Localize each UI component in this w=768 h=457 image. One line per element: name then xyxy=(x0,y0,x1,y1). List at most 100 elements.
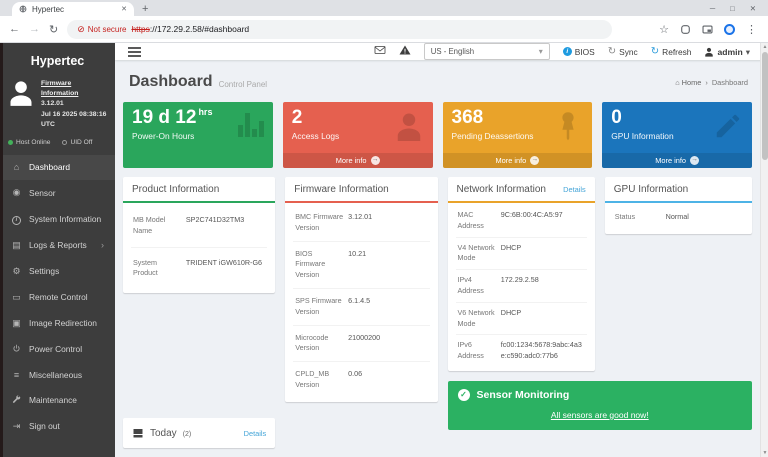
alerts-warning-icon[interactable] xyxy=(399,44,411,59)
card-pending-deassertions: 368 Pending Deassertions More info → xyxy=(443,102,593,168)
hamburger-menu-icon[interactable] xyxy=(128,47,141,57)
sidebar-item-maintenance[interactable]: Maintenance xyxy=(0,387,115,413)
back-icon[interactable]: ← xyxy=(9,23,20,35)
brand-logo: Hypertec xyxy=(0,47,115,77)
bar-chart-icon xyxy=(238,111,264,137)
scroll-up-icon[interactable]: ▲ xyxy=(761,44,768,50)
gpu-information-title: GPU Information xyxy=(614,184,688,195)
table-row: SPS Firmware Version6.1.4.5 xyxy=(293,289,429,326)
refresh-button[interactable]: ↻ Refresh xyxy=(651,46,692,57)
sensor-monitoring-title: Sensor Monitoring xyxy=(477,389,570,401)
arrow-circle-icon: → xyxy=(530,156,539,165)
sidebar-menu: ⌂ Dashboard ◉ Sensor i System Informatio… xyxy=(0,155,115,440)
drive-icon xyxy=(132,427,144,439)
table-row: IPv6 Addressfc00:1234:5678:9abc:4a3e:c59… xyxy=(456,335,587,367)
not-secure-label: Not secure xyxy=(88,25,127,34)
gauge-icon: ◉ xyxy=(11,187,22,198)
image-icon: ▣ xyxy=(11,318,22,329)
browser-menu-icon[interactable]: ⋮ xyxy=(746,23,757,36)
host-online-icon xyxy=(8,140,13,145)
scrollbar-thumb[interactable] xyxy=(762,52,768,160)
refresh-icon: ↻ xyxy=(651,46,659,57)
table-row: CPLD_MB Version0.06 xyxy=(293,362,429,398)
tab-title: Hypertec xyxy=(32,5,116,14)
sidebar-item-sensor[interactable]: ◉ Sensor xyxy=(0,180,115,206)
not-secure-badge[interactable]: ⊘ Not secure xyxy=(77,24,126,35)
table-row: BIOS Firmware Version10.21 xyxy=(293,242,429,289)
window-edge xyxy=(0,43,3,457)
user-caret-icon: ▾ xyxy=(746,47,750,57)
person-icon xyxy=(394,111,424,141)
firmware-version: 3.12.01 xyxy=(41,100,64,107)
today-events-panel: Today (2) Details xyxy=(123,418,275,448)
avatar xyxy=(7,79,35,107)
sidebar-item-remote-control[interactable]: ▭ Remote Control xyxy=(0,284,115,310)
page-scrollbar[interactable]: ▲ ▼ xyxy=(760,43,768,457)
reload-icon[interactable]: ↻ xyxy=(49,23,58,36)
access-logs-more-info[interactable]: More info → xyxy=(283,153,433,168)
tab-close-icon[interactable]: ✕ xyxy=(121,5,127,13)
network-information-panel: Network Information Details MAC Address9… xyxy=(448,177,595,371)
home-icon: ⌂ xyxy=(11,162,22,172)
sync-button[interactable]: ↻ Sync xyxy=(608,46,638,57)
table-row: IPv4 Address172.29.2.58 xyxy=(456,270,587,303)
table-row: MB Model Name SP2C741D32TM3 xyxy=(131,205,267,248)
scroll-down-icon[interactable]: ▼ xyxy=(761,450,768,456)
network-details-link[interactable]: Details xyxy=(563,185,586,194)
url-scheme: https xyxy=(131,24,149,34)
table-row: MAC Address9C:6B:00:4C:A5:97 xyxy=(456,205,587,238)
sync-icon: ↻ xyxy=(608,46,616,57)
new-tab-button[interactable]: + xyxy=(142,3,148,15)
browser-titlebar: Hypertec ✕ + ─ □ ✕ xyxy=(0,0,768,16)
browser-tab[interactable]: Hypertec ✕ xyxy=(12,2,134,16)
window-maximize-icon[interactable]: □ xyxy=(730,4,735,13)
messages-envelope-icon[interactable] xyxy=(374,44,386,59)
today-count: (2) xyxy=(183,431,192,438)
arrow-circle-icon: → xyxy=(371,156,380,165)
pencil-icon xyxy=(713,111,743,141)
sidebar-item-sign-out[interactable]: ⇥ Sign out xyxy=(0,413,115,439)
table-row: BMC Firmware Version3.12.01 xyxy=(293,205,429,242)
user-icon xyxy=(704,47,714,57)
gpu-more-info[interactable]: More info → xyxy=(602,153,752,168)
bios-info-icon: i xyxy=(563,47,572,56)
window-close-icon[interactable]: ✕ xyxy=(750,4,756,13)
sidebar-item-miscellaneous[interactable]: ≡ Miscellaneous xyxy=(0,362,115,387)
power-icon xyxy=(12,344,21,353)
card-power-on-hours: 19 d 12hrs Power-On Hours xyxy=(123,102,273,168)
breadcrumb: ⌂ Home › Dashboard xyxy=(675,78,752,87)
sensor-monitoring-message[interactable]: All sensors are good now! xyxy=(458,410,743,420)
sidebar-item-dashboard[interactable]: ⌂ Dashboard xyxy=(0,155,115,180)
forward-icon[interactable]: → xyxy=(29,23,40,35)
card-gpu-information: 0 GPU Information More info → xyxy=(602,102,752,168)
info-icon: i xyxy=(12,216,21,225)
sidebar-item-system-information[interactable]: i System Information xyxy=(0,206,115,233)
sidebar-item-settings[interactable]: ⚙ Settings xyxy=(0,258,115,284)
sidebar-item-logs-reports[interactable]: ▤ Logs & Reports › xyxy=(0,232,115,258)
globe-favicon-icon xyxy=(19,5,27,13)
profile-avatar[interactable] xyxy=(724,24,735,35)
address-bar[interactable]: ⊘ Not secure https://172.29.2.58/#dashbo… xyxy=(67,20,612,39)
uid-status: UID Off xyxy=(62,139,92,146)
firmware-information-panel: Firmware Information BMC Firmware Versio… xyxy=(285,177,437,402)
picture-in-picture-icon[interactable] xyxy=(702,24,713,35)
sidebar-item-power-control[interactable]: Power Control xyxy=(0,336,115,362)
extensions-icon[interactable] xyxy=(680,24,691,35)
monitor-icon: ▭ xyxy=(11,292,22,303)
deassertions-more-info[interactable]: More info → xyxy=(443,153,593,168)
sidebar-item-image-redirection[interactable]: ▣ Image Redirection xyxy=(0,310,115,336)
screen: Hypertec ✕ + ─ □ ✕ ← → ↻ ⊘ Not secure ht… xyxy=(0,0,768,457)
bios-button[interactable]: i BIOS xyxy=(563,47,595,57)
table-row: StatusNormal xyxy=(613,205,744,230)
bookmark-star-icon[interactable]: ☆ xyxy=(659,23,669,36)
breadcrumb-current: Dashboard xyxy=(712,78,748,87)
window-minimize-icon[interactable]: ─ xyxy=(710,4,715,13)
breadcrumb-separator: › xyxy=(705,78,707,87)
user-menu[interactable]: admin ▾ xyxy=(704,47,750,57)
language-select[interactable]: US - English ▾ xyxy=(424,43,550,60)
firmware-information-link[interactable]: Firmware Information xyxy=(41,79,108,99)
arrow-circle-icon: → xyxy=(690,156,699,165)
breadcrumb-home[interactable]: ⌂ Home xyxy=(675,78,701,87)
bar-chart-icon: ▤ xyxy=(11,240,22,251)
today-details-link[interactable]: Details xyxy=(244,429,267,438)
